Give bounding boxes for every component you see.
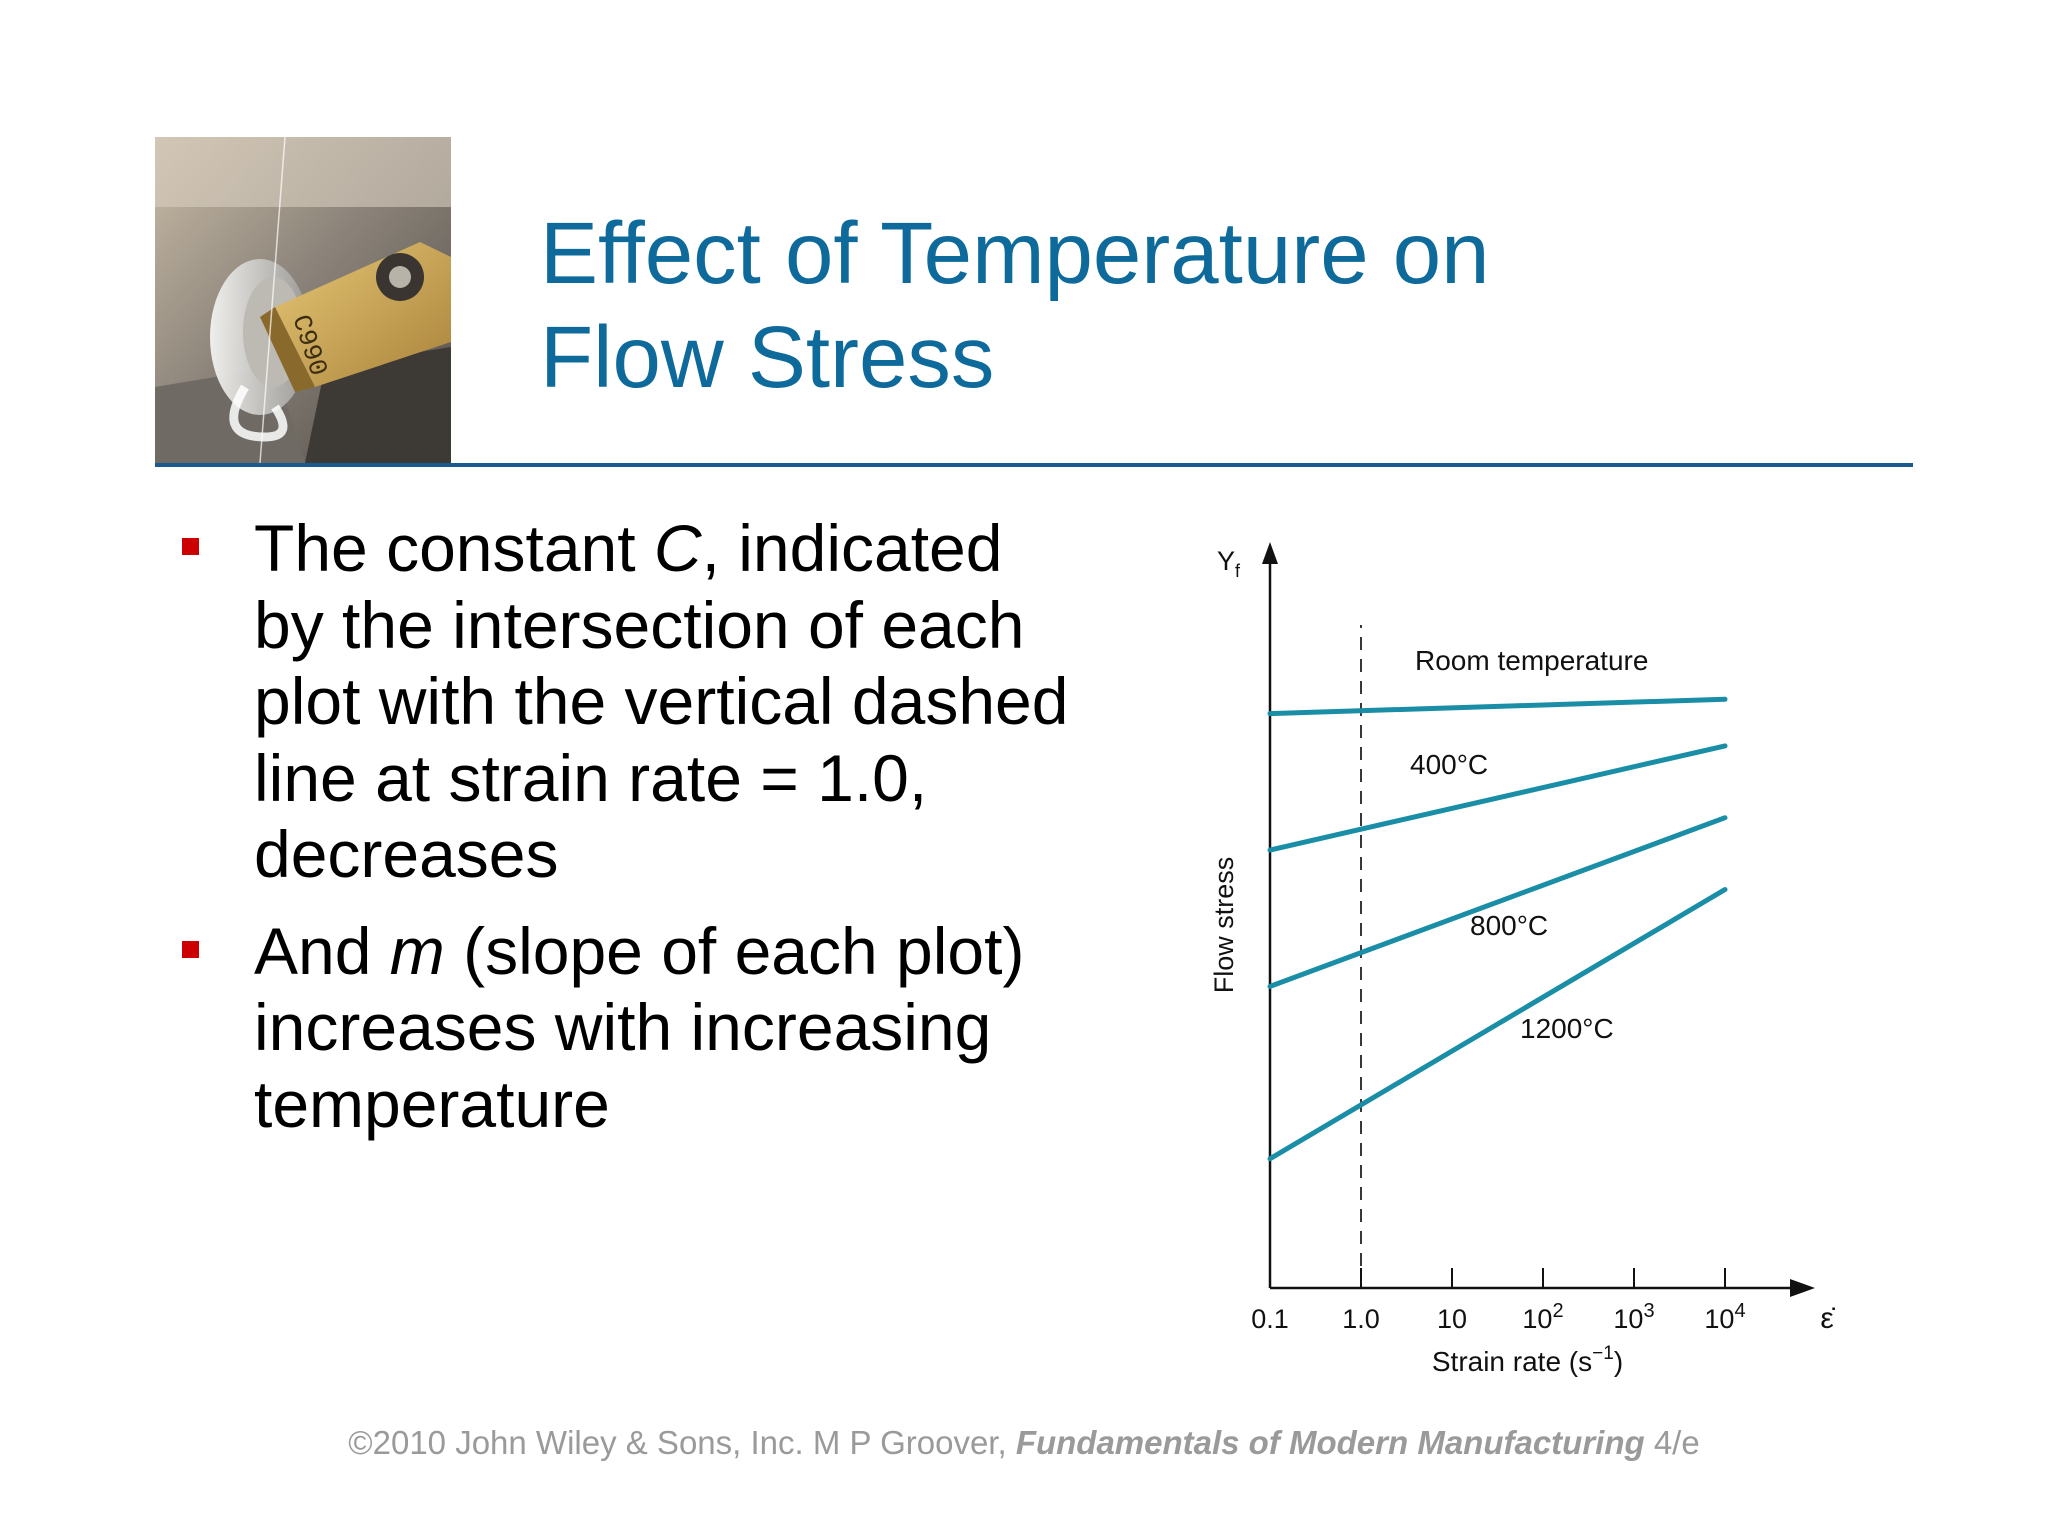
bullet-item: And m (slope of each plot) increases with… [178,913,1138,1143]
x-axis-symbol: ε̇ [1820,1302,1835,1335]
bullet-line: decreases [254,817,559,891]
flow-stress-chart: 0.1 1.0 10 102 103 104 Strain rate (s−1) ε̇ Yf Fl… [1195,530,1850,1400]
italic-variable: m [389,913,445,988]
series-line [1267,815,1728,989]
bullet-item: The constant C, indicated by the intersec… [178,510,1138,893]
bullet-marker [182,940,199,958]
bullet-line: line at strain rate = 1.0, [254,740,928,815]
x-axis-label: Strain rate (s−1) [1432,1343,1623,1377]
x-axis-label-close: ) [1614,1346,1623,1377]
title-line-1: Effect of Temperature on [540,205,1490,302]
series-line [1267,696,1728,717]
cutting-tool-photo: C990 [155,137,451,463]
x-tick-label: 104 [1704,1300,1745,1334]
x-tick-exponent: 4 [1734,1300,1745,1322]
x-tick-label: 0.1 [1251,1304,1289,1334]
series-label: 1200°C [1520,1013,1614,1044]
bullet-text: The constant C, indicated by the intersec… [254,510,1138,893]
footer-prefix: ©2010 John Wiley & Sons, Inc. M P Groove… [348,1424,1016,1461]
series-label: Room temperature [1415,645,1648,676]
y-axis-arrow [1262,542,1278,564]
x-tick-label: 102 [1522,1300,1563,1334]
y-axis-symbol-subscript: f [1235,561,1241,581]
footer-book-title: Fundamentals of Modern Manufacturing [1015,1424,1645,1461]
series-line [1267,743,1728,853]
y-axis-label: Flow stress [1209,857,1239,994]
x-tick-label: 10 [1437,1304,1467,1334]
title-divider [155,463,1913,467]
x-tick-exponent: 2 [1552,1300,1563,1322]
italic-variable: C [653,511,702,585]
footer-copyright: ©2010 John Wiley & Sons, Inc. M P Groove… [0,1424,2048,1462]
bullet-list: The constant C, indicated by the intersec… [178,510,1138,1162]
x-axis-arrow [1790,1279,1815,1297]
title-line-2: Flow Stress [540,309,995,406]
bullet-line: And m (slope of each plot) [254,913,1025,988]
bullet-line: The constant C, indicated [254,511,1003,585]
x-tick-label: 103 [1613,1300,1654,1334]
bullet-line: temperature [254,1066,610,1141]
chart-svg: 0.1 1.0 10 102 103 104 Strain rate (s−1) ε̇ Yf Fl… [1209,542,1836,1377]
bullet-text: And m (slope of each plot) increases with… [254,913,1138,1143]
x-axis-label-exponent: −1 [1592,1343,1614,1364]
bullet-line: plot with the vertical dashed [254,664,1069,738]
y-axis-symbol: Yf [1217,546,1241,581]
x-tick-label: 1.0 [1342,1304,1380,1334]
bullet-line: by the intersection of each [254,587,1025,662]
bullet-line: increases with increasing [254,990,992,1064]
cutting-tool-image: C990 [155,137,451,463]
bullet-marker [182,538,199,555]
slide-title: Effect of Temperature on Flow Stress [540,202,1840,410]
series-line [1267,887,1728,1162]
series-label: 400°C [1410,749,1488,780]
series-label: 800°C [1470,910,1548,941]
footer-suffix: 4/e [1644,1424,1700,1461]
x-tick-exponent: 3 [1643,1300,1654,1322]
